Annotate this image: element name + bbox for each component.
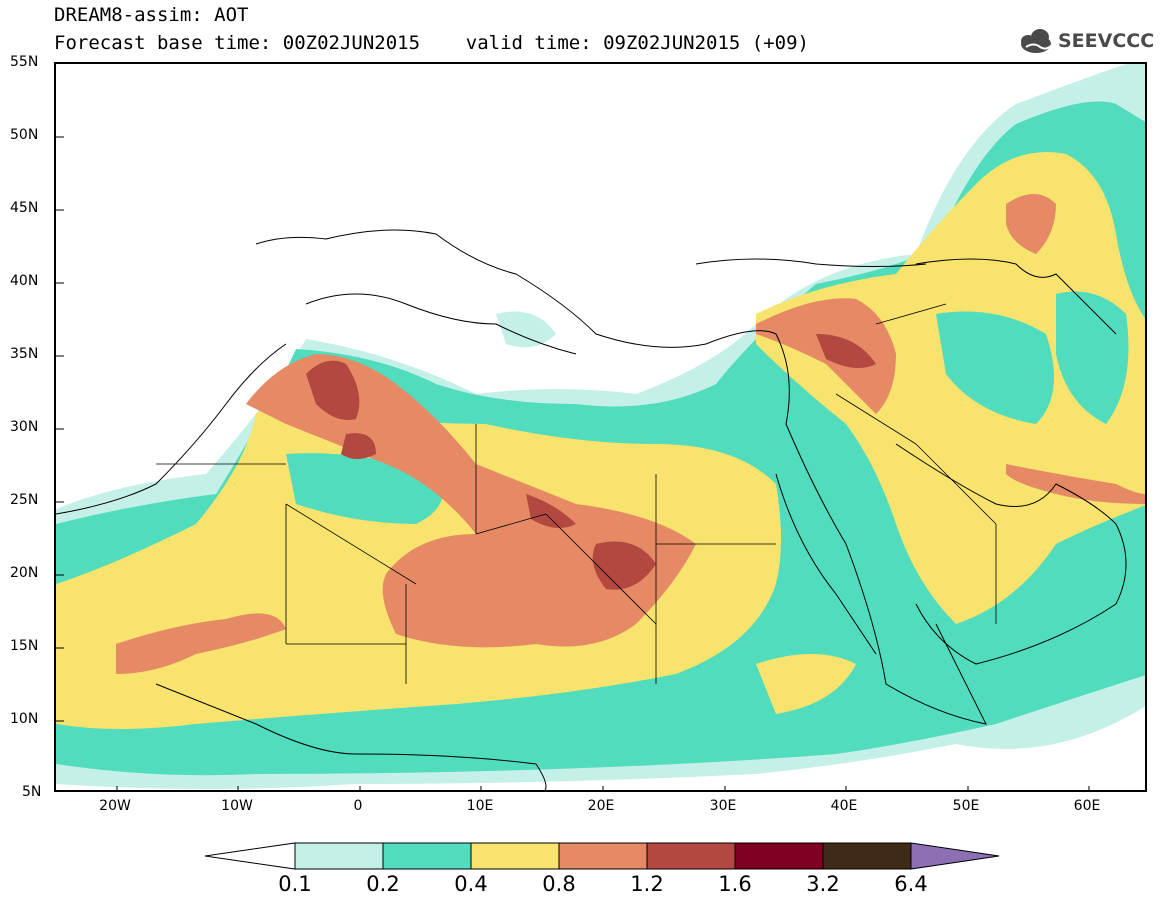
lon-label: 20E	[587, 798, 615, 814]
colorbar-label: 0.1	[278, 872, 312, 896]
lat-label: 20N	[10, 565, 39, 581]
lat-label: 25N	[10, 492, 39, 508]
forecast-times: Forecast base time: 00Z02JUN2015 valid t…	[54, 32, 809, 54]
colorbar-segment	[822, 842, 912, 870]
map-frame[interactable]	[54, 62, 1147, 792]
country-borders	[156, 303, 997, 684]
lon-label: 10E	[466, 798, 494, 814]
lat-label: 50N	[10, 127, 39, 143]
aot-map	[56, 64, 1145, 790]
cloud-icon	[1021, 29, 1053, 53]
lon-label: 60E	[1073, 798, 1101, 814]
lon-label: 20W	[99, 798, 131, 814]
logo-text: SEEVCCC	[1058, 30, 1155, 52]
lon-label: 30E	[709, 798, 737, 814]
lat-label: 45N	[10, 200, 39, 216]
lat-label: 10N	[10, 711, 39, 727]
lat-label: 30N	[10, 419, 39, 435]
lon-label: 0	[353, 798, 363, 814]
lat-label: 35N	[10, 346, 39, 362]
aot-contour-1.2	[306, 334, 876, 590]
lat-label: 40N	[10, 273, 39, 289]
lon-label: 40E	[830, 798, 858, 814]
colorbar-label: 0.2	[366, 872, 400, 896]
coastlines	[56, 229, 1127, 790]
colorbar-label: 0.8	[542, 872, 576, 896]
seevccc-logo	[1021, 29, 1053, 53]
colorbar-label: 1.2	[630, 872, 664, 896]
colorbar-segment	[205, 842, 296, 870]
colorbar-segment	[558, 842, 648, 870]
colorbar-segment	[294, 842, 384, 870]
map-title: DREAM8-assim: AOT	[54, 4, 249, 26]
colorbar-segment	[910, 842, 1000, 870]
lat-label: 55N	[10, 54, 39, 70]
colorbar-label: 6.4	[894, 872, 928, 896]
colorbar-segment	[646, 842, 736, 870]
colorbar-label: 1.6	[718, 872, 752, 896]
colorbar	[205, 842, 1000, 870]
lon-label: 50E	[952, 798, 980, 814]
colorbar-label: 0.4	[454, 872, 488, 896]
colorbar-label: 3.2	[806, 872, 840, 896]
lon-label: 10W	[221, 798, 253, 814]
lat-label: 15N	[10, 638, 39, 654]
colorbar-segment	[382, 842, 472, 870]
lat-label: 5N	[22, 784, 42, 800]
colorbar-segment	[734, 842, 824, 870]
colorbar-segment	[470, 842, 560, 870]
graticule	[56, 136, 1090, 790]
